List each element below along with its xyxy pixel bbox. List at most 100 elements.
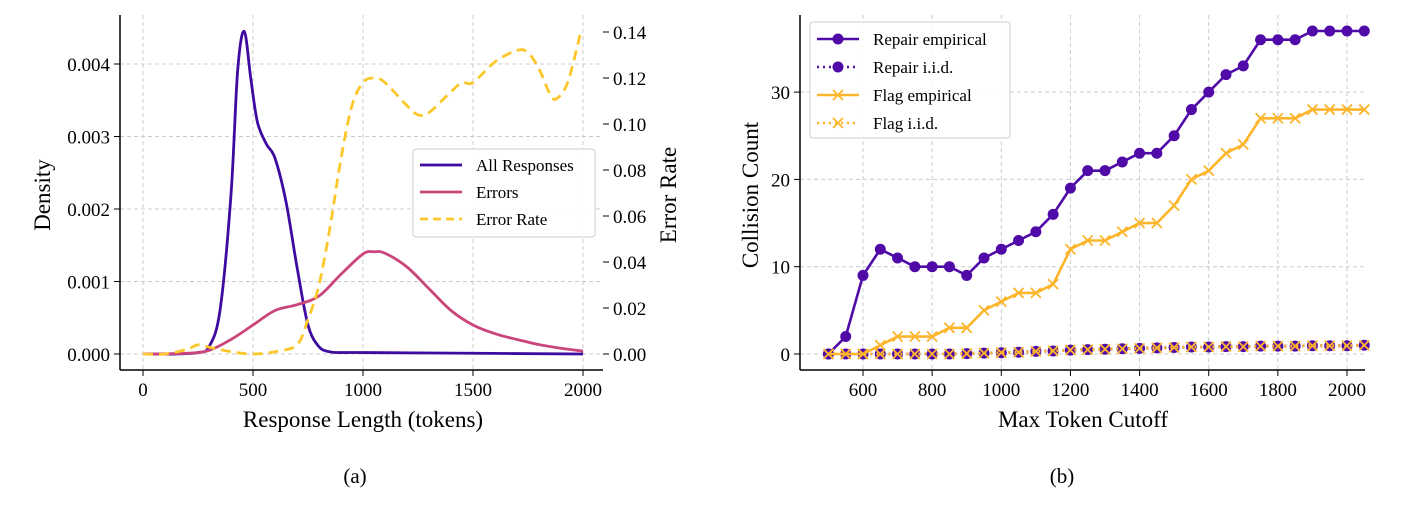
data-point-x — [1289, 112, 1301, 124]
series-repair-i-i-d- — [822, 339, 1370, 360]
data-point-x — [995, 347, 1007, 359]
panel-b-ylabel: Collision Count — [738, 121, 763, 268]
data-point-x — [1151, 342, 1163, 354]
series-line-errors — [142, 250, 584, 356]
data-point-x — [1099, 234, 1111, 247]
data-point-circle — [1134, 147, 1146, 159]
series-flag-empirical — [822, 103, 1370, 360]
data-point-circle — [1237, 60, 1249, 72]
data-point-x — [961, 322, 973, 334]
data-point-circle — [1099, 165, 1111, 177]
y-tick-label: 20 — [771, 170, 790, 191]
data-point-x — [1254, 112, 1267, 124]
y2-tick-label: 0.10 — [613, 115, 646, 136]
data-point-x — [1237, 138, 1249, 151]
data-point-x — [1289, 340, 1301, 352]
data-point-circle — [1064, 182, 1076, 194]
data-point-circle — [926, 261, 938, 273]
data-point-circle — [1185, 104, 1197, 116]
data-point-circle — [840, 331, 852, 343]
legend-label: Errors — [476, 183, 518, 202]
data-point-circle — [1151, 147, 1163, 159]
data-point-x — [1203, 165, 1215, 177]
data-point-x — [1272, 112, 1284, 124]
series-line — [828, 343, 1365, 356]
panel-b-label: (b) — [1050, 464, 1075, 488]
y2-tick-label: 0.02 — [613, 299, 646, 320]
y-tick-label: 30 — [771, 83, 790, 104]
data-point-x — [995, 295, 1007, 308]
y2-tick-label: 0.00 — [613, 345, 646, 366]
data-point-x — [1358, 339, 1370, 351]
data-point-circle — [1116, 156, 1128, 168]
data-point-x — [1133, 217, 1146, 229]
data-point-x — [832, 117, 844, 129]
data-point-circle — [1203, 86, 1215, 98]
data-point-x — [857, 348, 869, 360]
data-point-circle — [943, 261, 955, 273]
data-point-x — [1047, 278, 1059, 290]
data-point-x — [1237, 340, 1249, 353]
data-point-x — [1116, 343, 1128, 355]
x-tick-label: 1000 — [982, 380, 1020, 401]
x-tick-label: 2000 — [1328, 380, 1366, 401]
y2-tick-label: 0.12 — [613, 69, 646, 90]
data-point-x — [874, 348, 886, 360]
x-tick-label: 1000 — [344, 380, 382, 401]
data-point-circle — [909, 261, 921, 273]
data-point-circle — [995, 243, 1007, 255]
data-point-x — [1064, 243, 1077, 255]
data-point-x — [926, 348, 938, 360]
panel-a-ylabel: Density — [30, 159, 55, 231]
data-point-x — [1030, 287, 1042, 299]
data-point-x — [961, 347, 973, 360]
data-point-circle — [1289, 34, 1301, 46]
series-repair-empirical — [822, 25, 1370, 360]
data-point-x — [1116, 226, 1128, 238]
data-point-circle — [1220, 69, 1232, 81]
legend-a: All Responses Errors Error Rate — [412, 148, 596, 238]
data-point-x — [1099, 343, 1111, 355]
data-point-x — [1341, 103, 1353, 116]
data-point-x — [1064, 344, 1077, 356]
data-point-circle — [857, 269, 869, 281]
data-point-circle — [1013, 235, 1025, 247]
panel-a-y2label: Error Rate — [656, 147, 681, 243]
x-tick-label: 2000 — [564, 380, 602, 401]
x-tick-label: 0 — [138, 380, 148, 401]
panel-b-xlabel: Max Token Cutoff — [998, 407, 1168, 432]
x-tick-label: 1600 — [1190, 380, 1228, 401]
y-tick-label: 0.000 — [67, 345, 110, 366]
data-point-x — [1133, 342, 1146, 354]
y-tick-label: 0.002 — [67, 200, 110, 221]
y2-tick-label: 0.04 — [613, 253, 647, 274]
data-point-x — [832, 89, 844, 101]
legend-b: Repair empirical Repair i.i.d. Flag empiri… — [809, 21, 1011, 139]
y-tick-label: 0.001 — [67, 273, 110, 294]
data-point-x — [1012, 287, 1025, 299]
data-point-circle — [961, 269, 973, 281]
data-point-circle — [892, 252, 904, 264]
data-point-x — [840, 348, 852, 360]
x-tick-label: 1400 — [1121, 380, 1159, 401]
data-point-x — [978, 304, 990, 316]
data-point-x — [1306, 340, 1319, 352]
legend-label: Repair empirical — [873, 30, 987, 49]
data-point-x — [874, 339, 886, 351]
data-point-circle — [1341, 25, 1353, 37]
y2-tick-label: 0.08 — [613, 161, 646, 182]
x-tick-label: 600 — [849, 380, 878, 401]
data-point-x — [943, 348, 956, 360]
y-tick-label: 0.003 — [67, 128, 110, 149]
legend-frame — [809, 21, 1011, 139]
data-point-x — [1272, 340, 1284, 352]
data-point-circle — [1168, 130, 1180, 142]
data-point-circle — [874, 243, 886, 255]
x-tick-label: 500 — [239, 380, 268, 401]
y-tick-label: 0.004 — [67, 55, 110, 76]
y2-tick-label: 0.06 — [613, 207, 646, 228]
data-point-x — [1168, 199, 1180, 212]
data-point-x — [1203, 341, 1215, 353]
data-point-x — [1254, 340, 1267, 352]
